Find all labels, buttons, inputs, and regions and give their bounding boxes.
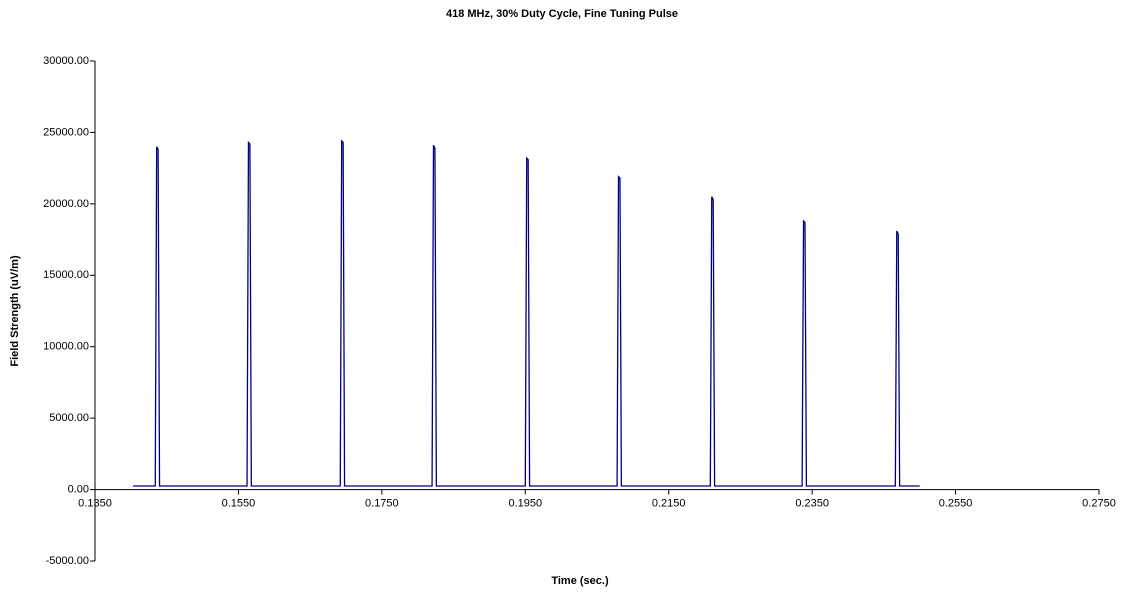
x-axis-title: Time (sec.) [551, 575, 609, 587]
y-tick-label: 15000.00 [43, 269, 89, 281]
y-tick-label: 10000.00 [43, 341, 89, 353]
y-tick-label: 25000.00 [43, 126, 89, 138]
data-line [133, 139, 920, 487]
x-tick-label: 0.2150 [652, 497, 686, 509]
y-tick-label: 5000.00 [49, 412, 89, 424]
y-axis-title: Field Strength (uV/m) [9, 255, 21, 367]
x-tick-label: 0.1750 [365, 497, 399, 509]
x-tick-label: 0.2550 [939, 497, 973, 509]
y-tick-label: -5000.00 [46, 555, 89, 567]
x-tick-label: 0.1550 [222, 497, 256, 509]
y-tick-label: 0.00 [68, 483, 89, 495]
x-tick-label: 0.2350 [795, 497, 829, 509]
x-tick-label: 0.1950 [508, 497, 542, 509]
x-tick-label: 0.2750 [1082, 497, 1116, 509]
y-tick-label: 30000.00 [43, 55, 89, 67]
chart-title: 418 MHz, 30% Duty Cycle, Fine Tuning Pul… [446, 8, 678, 20]
x-tick-label: 0.1350 [78, 497, 112, 509]
y-tick-label: 20000.00 [43, 198, 89, 210]
